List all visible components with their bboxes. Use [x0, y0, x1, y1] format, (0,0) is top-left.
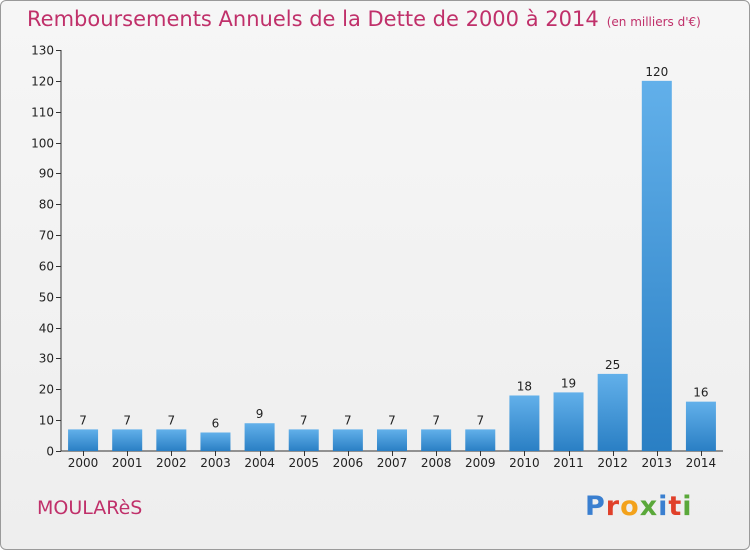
chart-unit: (en milliers d'€) [606, 15, 701, 29]
y-tick-label: 90 [39, 167, 54, 181]
y-tick-label: 70 [39, 229, 54, 243]
x-tick-label: 2009 [465, 456, 496, 470]
bar [200, 432, 231, 451]
data-label: 7 [300, 413, 308, 427]
data-label: 25 [605, 358, 620, 372]
x-tick-label: 2003 [200, 456, 231, 470]
y-tick-label: 20 [39, 383, 54, 397]
logo-letter: i [682, 491, 693, 522]
x-tick-label: 2000 [68, 456, 99, 470]
x-tick-label: 2012 [597, 456, 628, 470]
bar [421, 429, 452, 451]
data-label: 16 [693, 386, 708, 400]
y-tick-label: 120 [31, 75, 54, 89]
bar [597, 373, 628, 451]
bar [68, 429, 99, 451]
y-tick-label: 80 [39, 198, 54, 212]
chart-title: Remboursements Annuels de la Dette de 20… [27, 7, 701, 31]
x-tick-label: 2013 [642, 456, 673, 470]
bar [685, 401, 716, 451]
bars [68, 80, 716, 451]
data-label: 7 [476, 413, 484, 427]
commune-name: MOULARèS [37, 497, 143, 519]
data-label: 7 [432, 413, 440, 427]
x-tick-label: 2004 [244, 456, 275, 470]
data-label: 9 [256, 407, 264, 421]
logo-letter: o [620, 491, 640, 522]
y-tick-label: 10 [39, 414, 54, 428]
logo-letter: x [639, 491, 659, 522]
bar [641, 80, 672, 451]
y-tick-label: 0 [46, 445, 54, 459]
x-tick-label: 2006 [333, 456, 364, 470]
logo-letter: r [605, 491, 621, 522]
proxiti-logo[interactable]: Proxiti [585, 491, 693, 522]
logo-letter: t [668, 491, 683, 522]
x-tick-label: 2010 [509, 456, 540, 470]
y-tick-label: 130 [31, 44, 54, 58]
data-labels: 7 7 7 6 9 7 7 7 7 7 18 19 25 120 16 [79, 65, 708, 431]
bar [465, 429, 496, 451]
bar [244, 423, 275, 451]
x-tick-label: 2008 [421, 456, 452, 470]
x-tick-label: 2007 [377, 456, 408, 470]
data-label: 7 [344, 413, 352, 427]
data-label: 7 [388, 413, 396, 427]
y-tick-label: 110 [31, 106, 54, 120]
bar [332, 429, 363, 451]
y-tick-label: 100 [31, 137, 54, 151]
bar [156, 429, 187, 451]
bar [553, 392, 584, 451]
data-label: 6 [212, 416, 220, 430]
data-label: 7 [123, 413, 131, 427]
x-tick-label: 2001 [112, 456, 143, 470]
y-tick-label: 30 [39, 352, 54, 366]
data-label: 7 [168, 413, 176, 427]
x-tick-label: 2014 [686, 456, 717, 470]
data-label: 19 [561, 376, 576, 390]
data-label: 18 [517, 379, 532, 393]
chart-title-text: Remboursements Annuels de la Dette de 20… [27, 7, 599, 31]
data-label: 120 [645, 65, 668, 79]
y-tick-label: 60 [39, 260, 54, 274]
bar [112, 429, 143, 451]
x-tick-label: 2005 [288, 456, 319, 470]
y-tick-label: 40 [39, 322, 54, 336]
y-tick-label: 50 [39, 291, 54, 305]
bar [509, 395, 540, 451]
x-tick-label: 2002 [156, 456, 187, 470]
data-label: 7 [79, 413, 87, 427]
bar [288, 429, 319, 451]
axes: 0 10 20 30 40 50 60 70 80 90 100 110 120 130 2000 2001 2… [31, 44, 723, 470]
logo-letter: i [658, 491, 669, 522]
bar [377, 429, 407, 451]
x-tick-label: 2011 [553, 456, 584, 470]
logo-letter: P [585, 491, 606, 522]
